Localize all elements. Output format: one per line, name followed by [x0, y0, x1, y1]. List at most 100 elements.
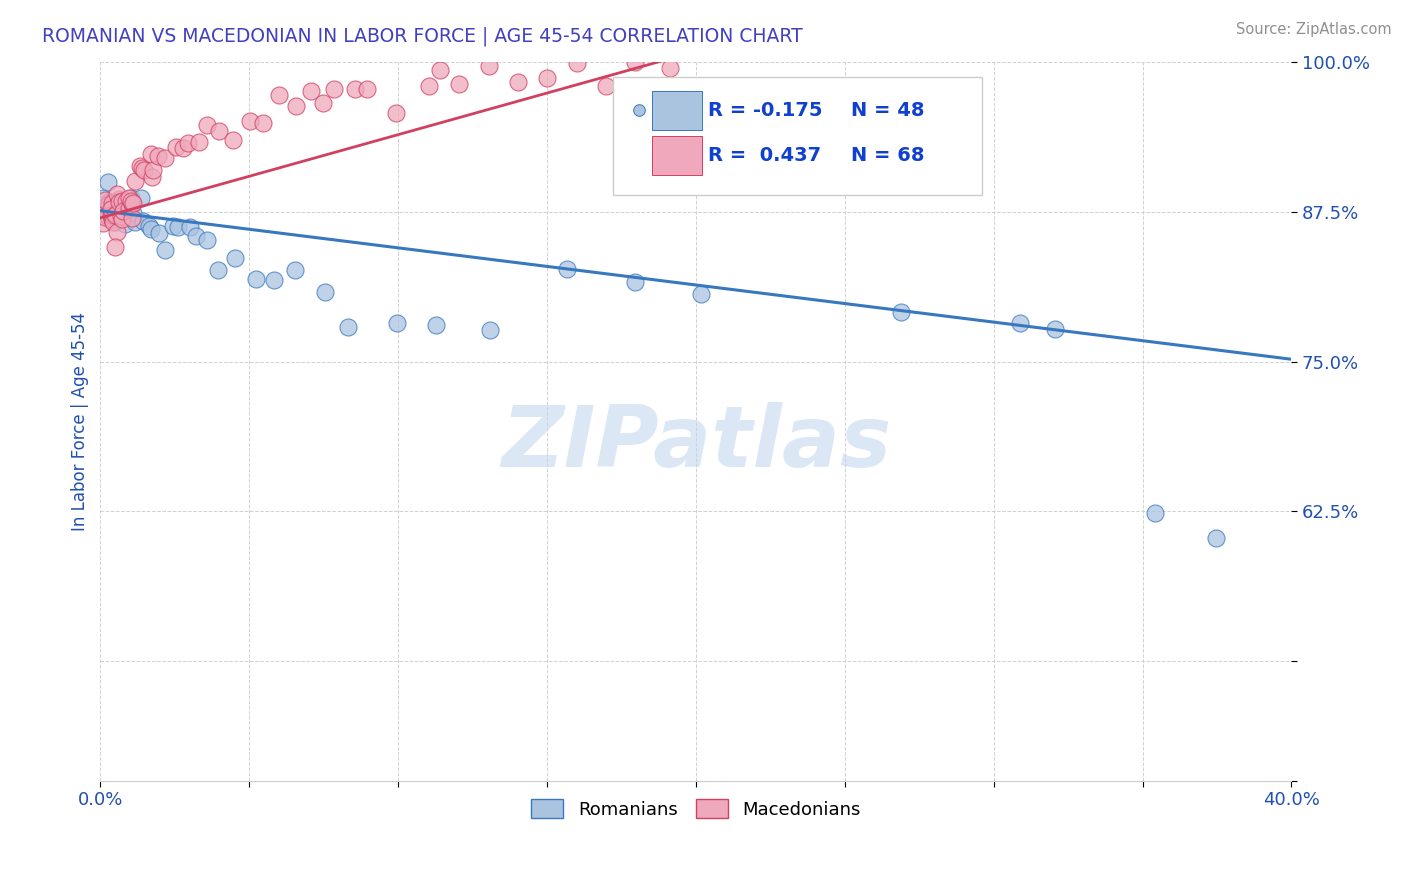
Point [111, 194, 134, 208]
Point [623, 55, 645, 70]
Point [479, 323, 502, 337]
Text: Source: ZipAtlas.com: Source: ZipAtlas.com [1236, 22, 1392, 37]
Point [536, 70, 558, 85]
Text: ZIPatlas: ZIPatlas [501, 401, 891, 484]
Point [172, 141, 194, 155]
Point [141, 221, 163, 235]
Point [91, 191, 114, 205]
Point [101, 215, 124, 229]
Point [425, 318, 447, 333]
Point [245, 272, 267, 286]
Point [122, 195, 145, 210]
Point [104, 215, 127, 229]
Point [1043, 322, 1066, 336]
Point [115, 194, 138, 209]
Point [105, 187, 128, 202]
Point [506, 75, 529, 89]
Point [118, 201, 141, 215]
Point [314, 285, 336, 299]
Point [124, 215, 146, 229]
Point [103, 204, 125, 219]
Point [188, 135, 211, 149]
Point [148, 227, 170, 241]
Point [312, 95, 335, 110]
Point [128, 160, 150, 174]
Point [385, 106, 408, 120]
Point [110, 200, 132, 214]
Point [239, 114, 262, 128]
Point [1205, 532, 1227, 546]
Point [93, 216, 115, 230]
Point [478, 59, 501, 73]
Point [263, 273, 285, 287]
Text: N = 68: N = 68 [851, 146, 924, 165]
Point [104, 208, 127, 222]
Point [165, 139, 187, 153]
Point [94, 210, 117, 224]
Point [100, 212, 122, 227]
Point [129, 191, 152, 205]
Point [111, 199, 134, 213]
Point [179, 220, 201, 235]
Text: R =  0.437: R = 0.437 [707, 146, 821, 165]
Point [96, 209, 118, 223]
Point [110, 209, 132, 223]
Point [103, 205, 125, 219]
Point [131, 161, 153, 175]
Point [97, 175, 120, 189]
Point [139, 146, 162, 161]
Point [429, 62, 451, 77]
Point [195, 118, 218, 132]
Point [121, 197, 143, 211]
Point [104, 207, 127, 221]
Point [103, 206, 125, 220]
Point [105, 225, 128, 239]
Point [98, 195, 121, 210]
Point [111, 204, 134, 219]
Point [111, 212, 134, 227]
Point [110, 207, 132, 221]
Point [142, 162, 165, 177]
Point [100, 195, 122, 210]
Point [96, 208, 118, 222]
Point [447, 77, 470, 91]
Point [356, 82, 378, 96]
Bar [652, 90, 702, 130]
Point [97, 196, 120, 211]
Point [114, 217, 136, 231]
Y-axis label: In Labor Force | Age 45-54: In Labor Force | Age 45-54 [72, 312, 89, 531]
Point [555, 261, 578, 276]
Point [890, 304, 912, 318]
Point [595, 79, 617, 94]
Point [93, 207, 115, 221]
Point [146, 149, 169, 163]
Point [184, 229, 207, 244]
Point [153, 151, 176, 165]
Point [252, 116, 274, 130]
Point [104, 195, 127, 210]
Point [1144, 506, 1167, 520]
Point [343, 82, 366, 96]
Point [100, 208, 122, 222]
Point [387, 316, 409, 330]
Point [224, 251, 246, 265]
Text: R = -0.175: R = -0.175 [707, 101, 823, 120]
Point [153, 243, 176, 257]
Point [195, 233, 218, 247]
Point [284, 263, 307, 277]
Point [267, 88, 290, 103]
Bar [652, 136, 702, 176]
Point [221, 133, 243, 147]
Point [108, 194, 131, 209]
Point [167, 220, 190, 235]
Point [121, 211, 143, 225]
Point [208, 124, 231, 138]
Legend: Romanians, Macedonians: Romanians, Macedonians [523, 792, 868, 826]
Point [94, 209, 117, 223]
FancyBboxPatch shape [613, 77, 981, 195]
Point [177, 136, 200, 150]
Point [107, 192, 129, 206]
Point [690, 287, 713, 301]
Point [658, 61, 681, 75]
Point [100, 202, 122, 216]
